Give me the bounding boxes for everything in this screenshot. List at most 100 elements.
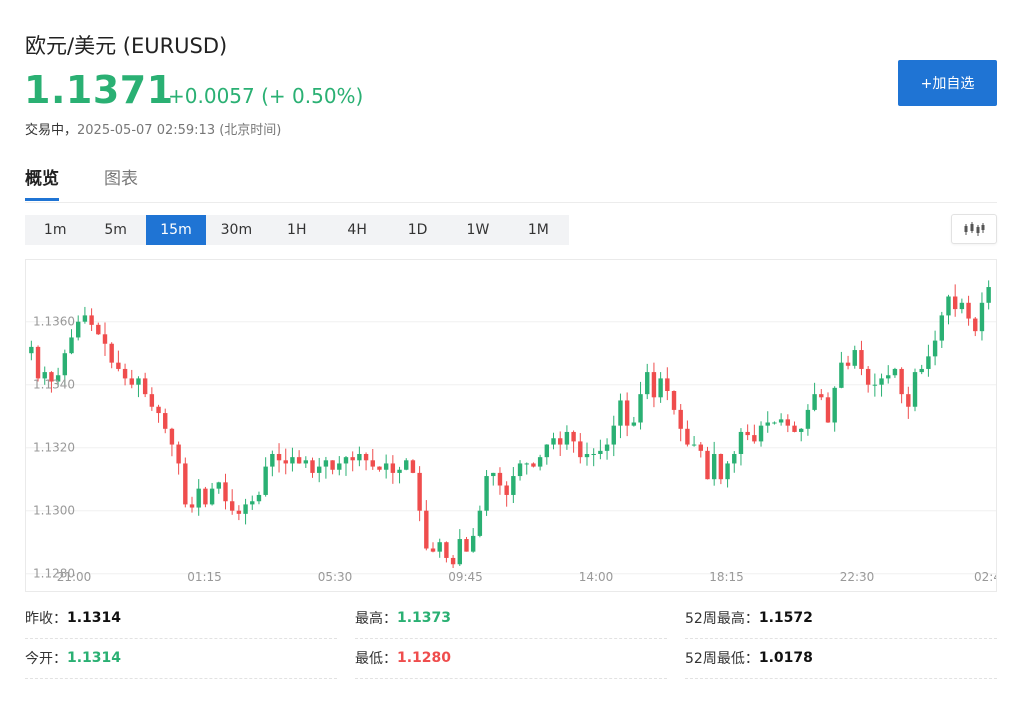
candle-body (109, 343, 114, 363)
x-tick-label: 14:00 (579, 570, 614, 584)
candle-body (129, 378, 134, 385)
candle-body (450, 557, 456, 565)
candle-body (571, 431, 576, 442)
interval-30m[interactable]: 30m (220, 222, 253, 238)
candle-body (578, 441, 583, 458)
x-tick-label: 22:30 (840, 570, 875, 584)
candle-body (598, 450, 603, 454)
tab-chart[interactable]: 图表 (104, 169, 138, 189)
candle-body (611, 425, 616, 445)
interval-15m[interactable]: 15m (145, 215, 207, 245)
candle-body (397, 469, 402, 473)
candle-body (250, 501, 255, 505)
interval-1mo[interactable]: 1M (527, 222, 549, 238)
candle-body (343, 457, 349, 464)
candle-body (638, 394, 643, 423)
candle-body (457, 539, 462, 565)
trading-status: 交易中，2025-05-07 02:59:13 (北京时间) (25, 119, 281, 138)
high-value: 1.1373 (397, 610, 452, 626)
candle-body (136, 378, 141, 385)
candle-body (76, 321, 81, 338)
x-tick-label: 05:30 (318, 570, 353, 584)
candle-body (82, 315, 88, 322)
candle-body (303, 460, 309, 464)
candle-body (511, 476, 516, 495)
candle-body (624, 400, 630, 426)
x-tick-label: 18:15 (709, 570, 744, 584)
y-tick-label: 1.1340 (33, 378, 75, 392)
candle-body (658, 378, 663, 398)
candle-body (437, 542, 442, 552)
candle-body (497, 472, 503, 486)
candle-body (35, 346, 41, 379)
candle-body (296, 457, 302, 464)
candle-body (544, 444, 550, 458)
low-value: 1.1280 (397, 650, 452, 666)
candle-body (584, 454, 590, 458)
candle-body (872, 384, 878, 386)
candle-body (122, 368, 128, 379)
prev-close-value: 1.1314 (67, 610, 122, 626)
y-tick-label: 1.1360 (33, 315, 75, 329)
candle-body (718, 454, 724, 480)
candle-body (477, 510, 483, 536)
current-price: 1.1371 (24, 68, 174, 112)
status-label: 交易中， (25, 123, 78, 138)
candle-body (725, 463, 730, 480)
candle-body (116, 362, 121, 369)
price-chart[interactable]: 1.1360 1.1340 1.1320 1.1300 1.1280 21:00 01:15… (25, 259, 997, 592)
candle-body (243, 504, 248, 514)
candle-body (685, 428, 690, 445)
interval-1w[interactable]: 1W (466, 222, 490, 238)
stat-high: 最高： 1.1373 (355, 598, 667, 639)
candle-body (363, 454, 369, 461)
candle-body (932, 340, 938, 357)
candle-body (256, 494, 262, 502)
candle-body (792, 425, 797, 432)
stat-52w-high: 52周最高： 1.1572 (685, 598, 997, 639)
interval-5m[interactable]: 5m (104, 222, 127, 238)
candle-body (470, 535, 476, 552)
interval-1m[interactable]: 1m (43, 222, 67, 238)
candle-body (912, 372, 918, 407)
candle-body (852, 350, 857, 366)
candle-body (604, 444, 610, 451)
candle-body (906, 394, 911, 407)
tab-overview[interactable]: 概览 (25, 164, 59, 201)
candle-body (236, 510, 242, 514)
candle-body (491, 472, 496, 477)
candle-body (732, 454, 737, 464)
candle-body (531, 463, 536, 467)
candle-body (591, 454, 596, 455)
candle-body (745, 431, 750, 436)
candle-body (504, 485, 509, 495)
candle-body (55, 375, 61, 382)
candle-body (169, 428, 175, 445)
candle-body (819, 394, 824, 398)
candle-body (825, 397, 831, 423)
candle-body (952, 296, 958, 310)
chart-type-button[interactable] (951, 214, 997, 244)
stat-52w-low: 52周最低： 1.0178 (685, 638, 997, 679)
candle-body (370, 460, 375, 467)
timestamp: 2025-05-07 02:59:13 (北京时间) (77, 123, 282, 138)
page-title: 欧元/美元 (EURUSD) (25, 34, 228, 58)
candle-body (832, 387, 837, 423)
candle-body (738, 431, 744, 454)
candle-body (290, 457, 295, 464)
candle-body (892, 368, 898, 376)
candle-body (62, 353, 68, 376)
interval-4h[interactable]: 4H (347, 222, 367, 238)
candlestick-icon (964, 222, 985, 236)
candle-body (959, 302, 965, 310)
add-watchlist-button[interactable]: +加自选 (898, 60, 997, 106)
interval-1d[interactable]: 1D (407, 222, 428, 238)
candle-body (973, 318, 978, 332)
interval-1h[interactable]: 1H (287, 222, 307, 238)
candle-body (926, 356, 931, 369)
candle-body (176, 444, 181, 464)
candle-body (223, 482, 228, 502)
candle-body (102, 334, 108, 344)
candle-body (216, 482, 221, 489)
